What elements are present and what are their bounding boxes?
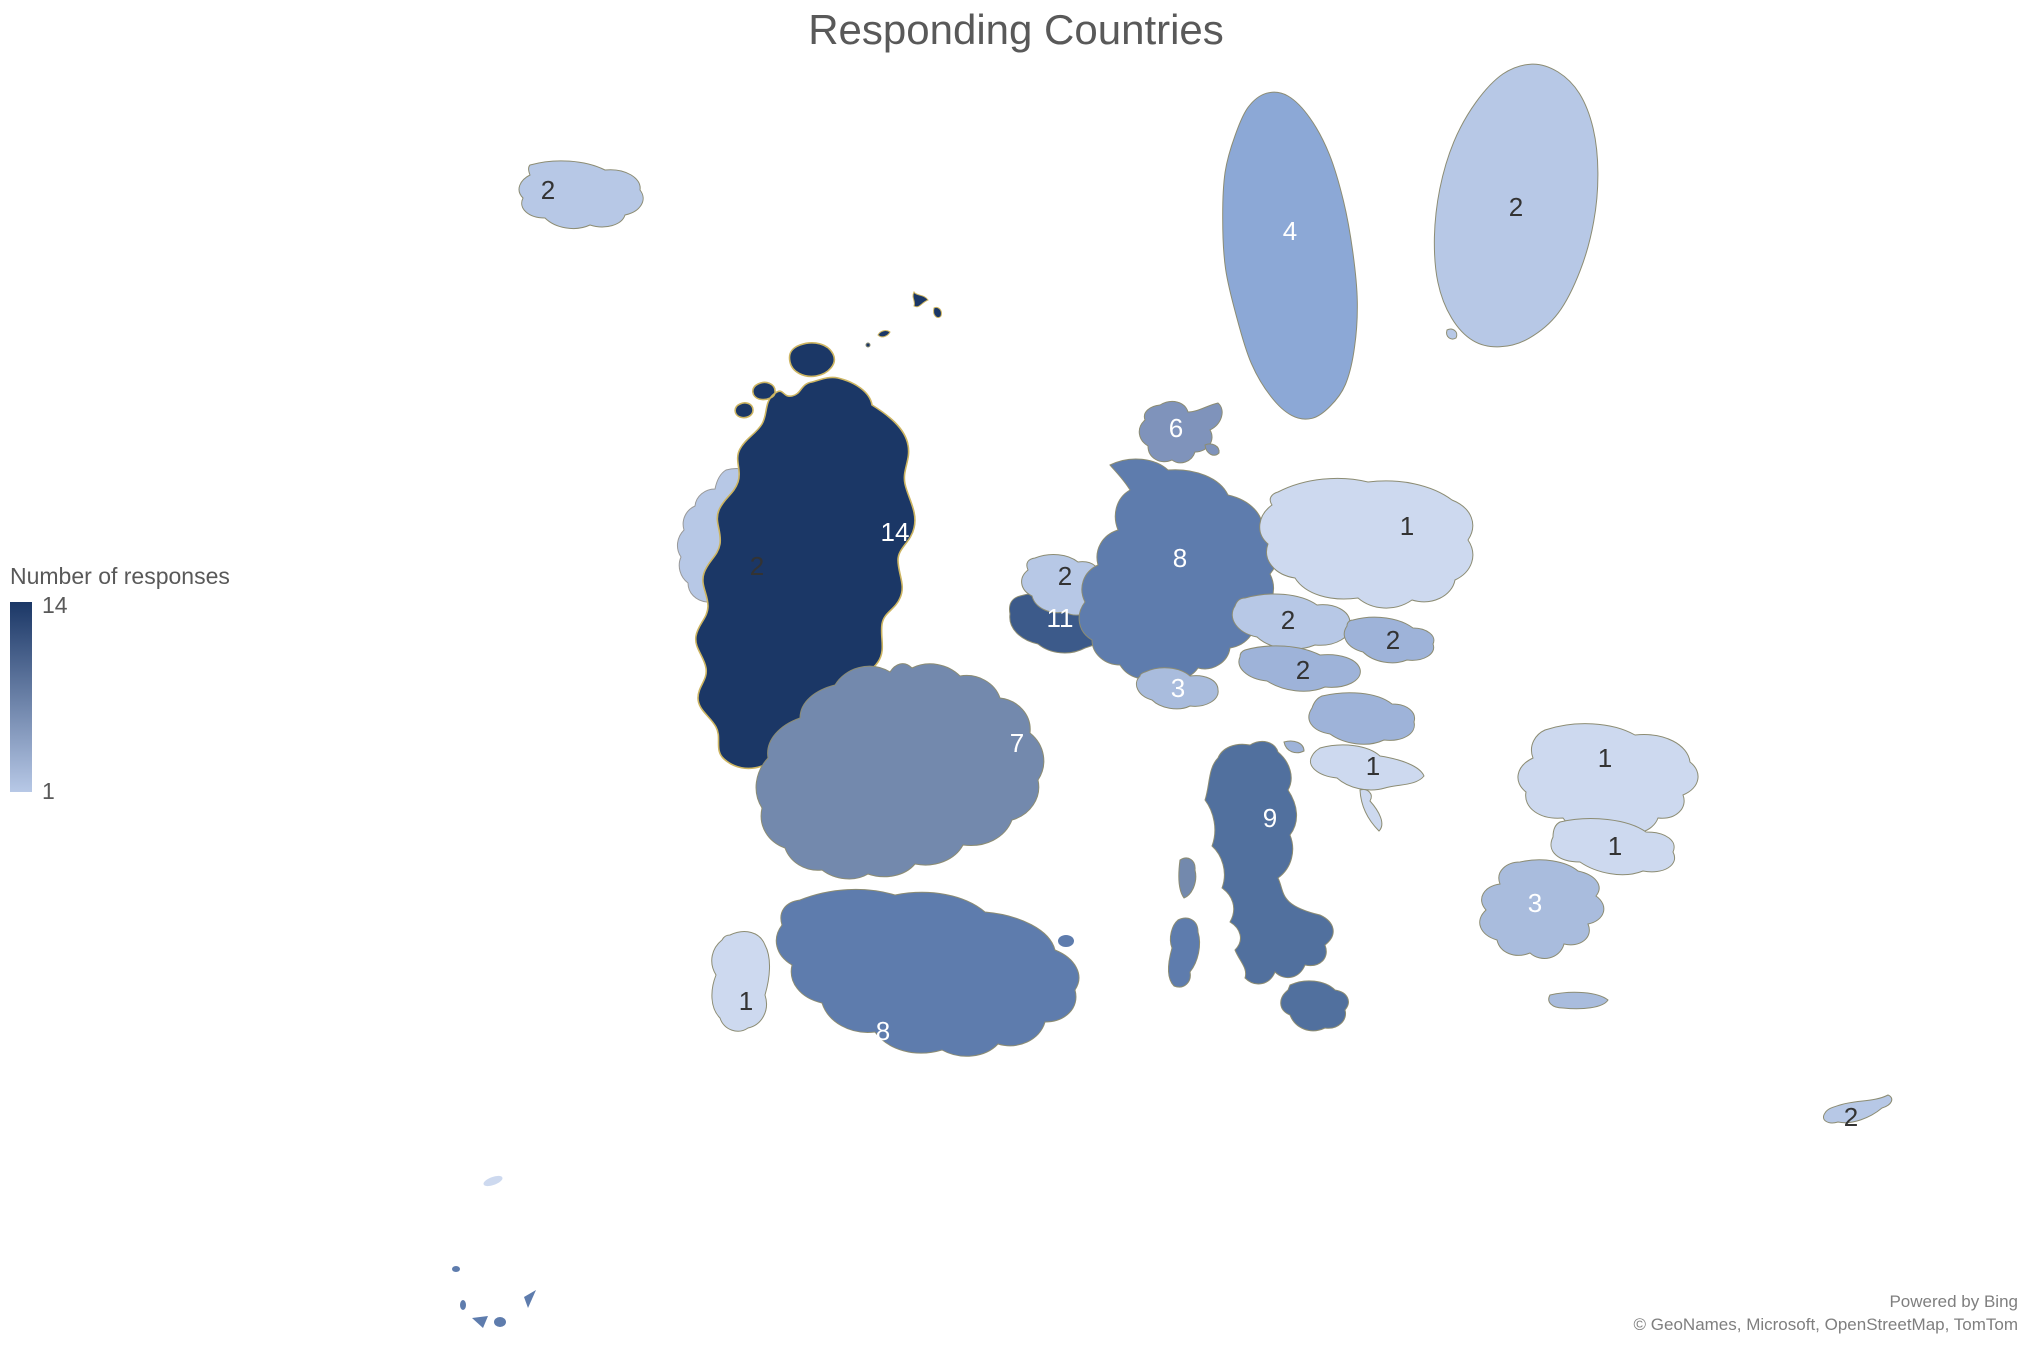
svg-text:1: 1 (739, 986, 753, 1016)
svg-text:2: 2 (1281, 605, 1295, 635)
svg-text:4: 4 (1283, 216, 1297, 246)
svg-text:2: 2 (541, 175, 555, 205)
svg-text:11: 11 (1047, 603, 1074, 633)
svg-text:8: 8 (1173, 543, 1187, 573)
svg-text:14: 14 (881, 517, 910, 547)
svg-text:2: 2 (1844, 1102, 1858, 1132)
svg-text:7: 7 (1010, 728, 1024, 758)
svg-text:1: 1 (1608, 831, 1622, 861)
svg-text:6: 6 (1169, 413, 1183, 443)
svg-text:2: 2 (1509, 192, 1523, 222)
svg-text:1: 1 (1366, 751, 1380, 781)
svg-text:2: 2 (1058, 561, 1072, 591)
svg-text:2: 2 (750, 551, 764, 581)
svg-text:3: 3 (1528, 888, 1542, 918)
svg-text:1: 1 (1400, 511, 1414, 541)
svg-text:8: 8 (876, 1016, 890, 1046)
svg-text:1: 1 (1598, 743, 1612, 773)
svg-text:2: 2 (1386, 625, 1400, 655)
svg-text:9: 9 (1263, 803, 1277, 833)
svg-text:2: 2 (1296, 655, 1310, 685)
svg-text:3: 3 (1171, 673, 1185, 703)
